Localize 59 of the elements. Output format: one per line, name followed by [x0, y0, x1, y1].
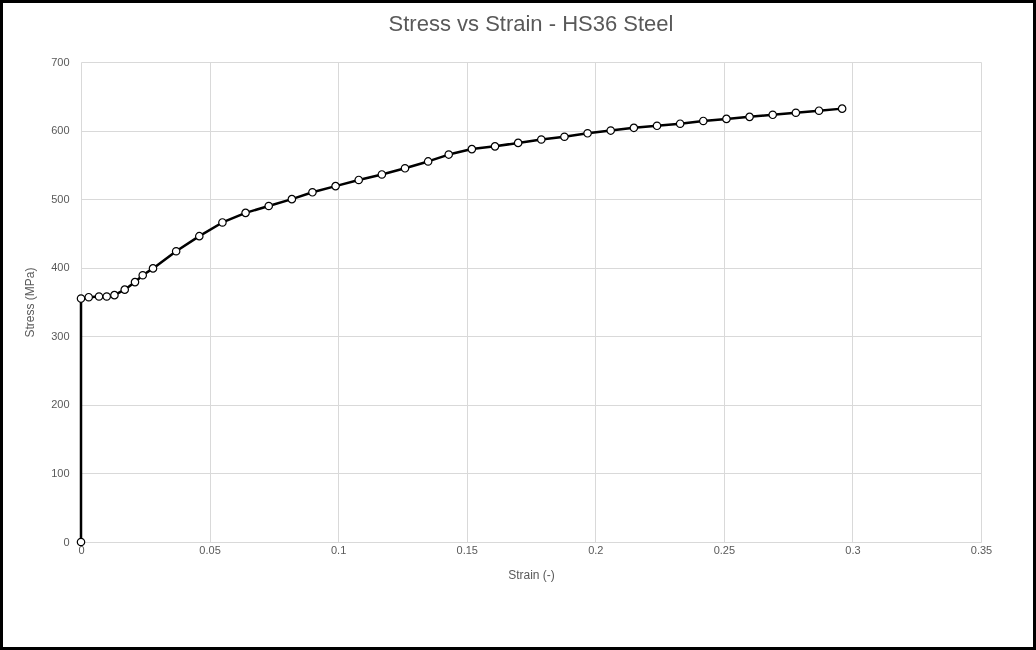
y-tick-label: 600	[51, 124, 70, 137]
point	[84, 292, 94, 302]
point	[171, 246, 181, 256]
point	[377, 170, 387, 179]
x-tick-label: 0	[78, 543, 85, 556]
point	[444, 150, 454, 159]
point	[400, 163, 410, 173]
x-tick-label: 0.3	[845, 543, 861, 556]
point	[791, 108, 801, 118]
point	[722, 114, 731, 124]
y-tick-label: 700	[51, 55, 70, 68]
point	[513, 138, 523, 148]
x-tick-label: 0.2	[588, 543, 604, 556]
point	[814, 106, 824, 115]
point	[76, 537, 86, 547]
point	[354, 175, 364, 185]
point	[467, 144, 477, 154]
point	[218, 218, 227, 227]
x-axis-title: Strain (-)	[508, 567, 555, 582]
point	[331, 181, 340, 191]
point	[490, 142, 500, 151]
point	[148, 264, 158, 273]
point	[110, 290, 119, 300]
point	[138, 270, 148, 280]
y-tick-label: 100	[51, 466, 70, 479]
x-tick-label: 0.05	[199, 543, 221, 556]
point	[264, 201, 274, 211]
point	[423, 157, 433, 166]
point	[130, 277, 140, 287]
chart-title: Stress vs Strain - HS36 Steel	[388, 11, 674, 36]
point	[652, 121, 662, 131]
point	[837, 104, 847, 113]
y-tick-label: 200	[51, 398, 70, 411]
x-tick-label: 0.15	[456, 543, 478, 556]
point	[745, 112, 754, 122]
point	[94, 292, 104, 301]
y-tick-label: 0	[63, 535, 70, 548]
point	[194, 231, 204, 241]
point	[606, 126, 616, 135]
y-tick-label: 500	[51, 192, 70, 205]
point	[768, 110, 778, 120]
point	[560, 132, 569, 142]
point	[120, 285, 130, 294]
point	[629, 123, 639, 133]
point	[287, 194, 297, 204]
y-tick-label: 300	[51, 329, 70, 342]
point	[241, 208, 250, 218]
point	[675, 119, 685, 129]
point	[583, 129, 592, 138]
y-tick-label: 400	[51, 261, 70, 274]
x-tick-label: 0.25	[713, 543, 736, 556]
point	[76, 294, 86, 303]
point	[536, 135, 546, 144]
x-tick-label: 0.35	[970, 543, 993, 556]
y-axis-title: Stress (MPa)	[23, 267, 38, 338]
point	[102, 292, 112, 301]
point	[308, 187, 317, 197]
point	[698, 116, 708, 126]
x-tick-label: 0.1	[330, 543, 347, 556]
